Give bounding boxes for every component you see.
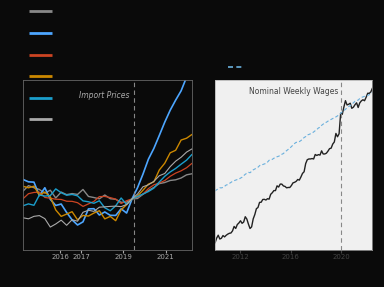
Text: Import Prices: Import Prices bbox=[79, 90, 129, 100]
Text: Nominal Weekly Wages: Nominal Weekly Wages bbox=[249, 87, 338, 96]
